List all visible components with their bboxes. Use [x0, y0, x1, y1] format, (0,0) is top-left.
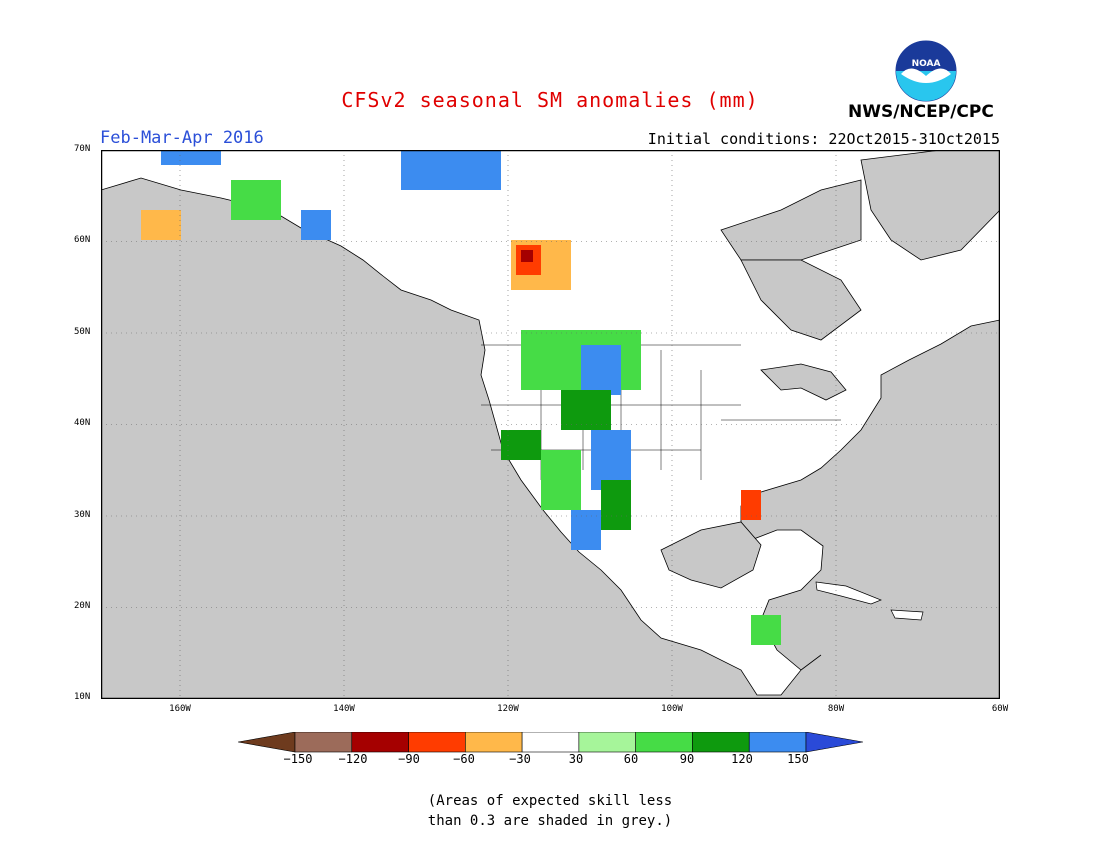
lon-label: 80W [827, 704, 845, 714]
colorbar-label: −150 [283, 752, 313, 766]
lon-label: 60W [991, 704, 1009, 714]
map-frame [101, 150, 1000, 699]
greenland [860, 150, 1000, 261]
cuba [815, 581, 882, 605]
lat-label: 50N [74, 327, 91, 337]
hispaniola [890, 609, 924, 621]
lat-label: 10N [74, 692, 91, 702]
initial-conditions: Initial conditions: 22Oct2015-31Oct2015 [647, 130, 1000, 148]
colorbar [238, 732, 863, 753]
lat-label: 40N [74, 418, 91, 428]
colorbar-label: 150 [787, 752, 809, 766]
lon-label: 160W [169, 704, 191, 714]
anomaly-cells [141, 150, 781, 645]
colorbar-label: 90 [679, 752, 695, 766]
hudson-bay [740, 259, 862, 341]
colorbar-label: −120 [338, 752, 368, 766]
lat-label: 30N [74, 510, 91, 520]
chart-title: CFSv2 seasonal SM anomalies (mm) [341, 88, 759, 112]
agency-label: NWS/NCEP/CPC [848, 102, 994, 122]
logo-text: NOAA [912, 59, 941, 69]
colorbar-cell [408, 732, 466, 753]
colorbar-label: 120 [731, 752, 753, 766]
colorbar-cell [294, 732, 353, 753]
colorbar-cell [692, 732, 750, 753]
colorbar-arrow-left [238, 732, 296, 753]
colorbar-cell [578, 732, 636, 753]
colorbar-arrow-right [805, 732, 863, 753]
lon-label: 120W [497, 704, 519, 714]
anomaly-map [101, 150, 1000, 699]
noaa-logo-icon: NOAA [895, 40, 957, 102]
lon-label: 140W [333, 704, 355, 714]
colorbar-label: 60 [623, 752, 639, 766]
lon-label: 100W [661, 704, 683, 714]
lat-label: 60N [74, 235, 91, 245]
forecast-period: Feb-Mar-Apr 2016 [100, 128, 264, 148]
colorbar-cell [635, 732, 693, 753]
colorbar-label: −30 [509, 752, 531, 766]
colorbar-cell [351, 732, 409, 753]
colorbar-cell [521, 732, 580, 753]
lat-label: 70N [74, 144, 91, 154]
colorbar-cell [465, 732, 523, 753]
colorbar-label: −90 [398, 752, 420, 766]
colorbar-cell [748, 732, 807, 753]
skill-note-line1: (Areas of expected skill less [427, 793, 673, 809]
lat-label: 20N [74, 601, 91, 611]
skill-note-line2: than 0.3 are shaded in grey.) [427, 813, 673, 829]
colorbar-label: 30 [568, 752, 584, 766]
colorbar-label: −60 [453, 752, 475, 766]
gulf-of-mexico [660, 521, 762, 589]
